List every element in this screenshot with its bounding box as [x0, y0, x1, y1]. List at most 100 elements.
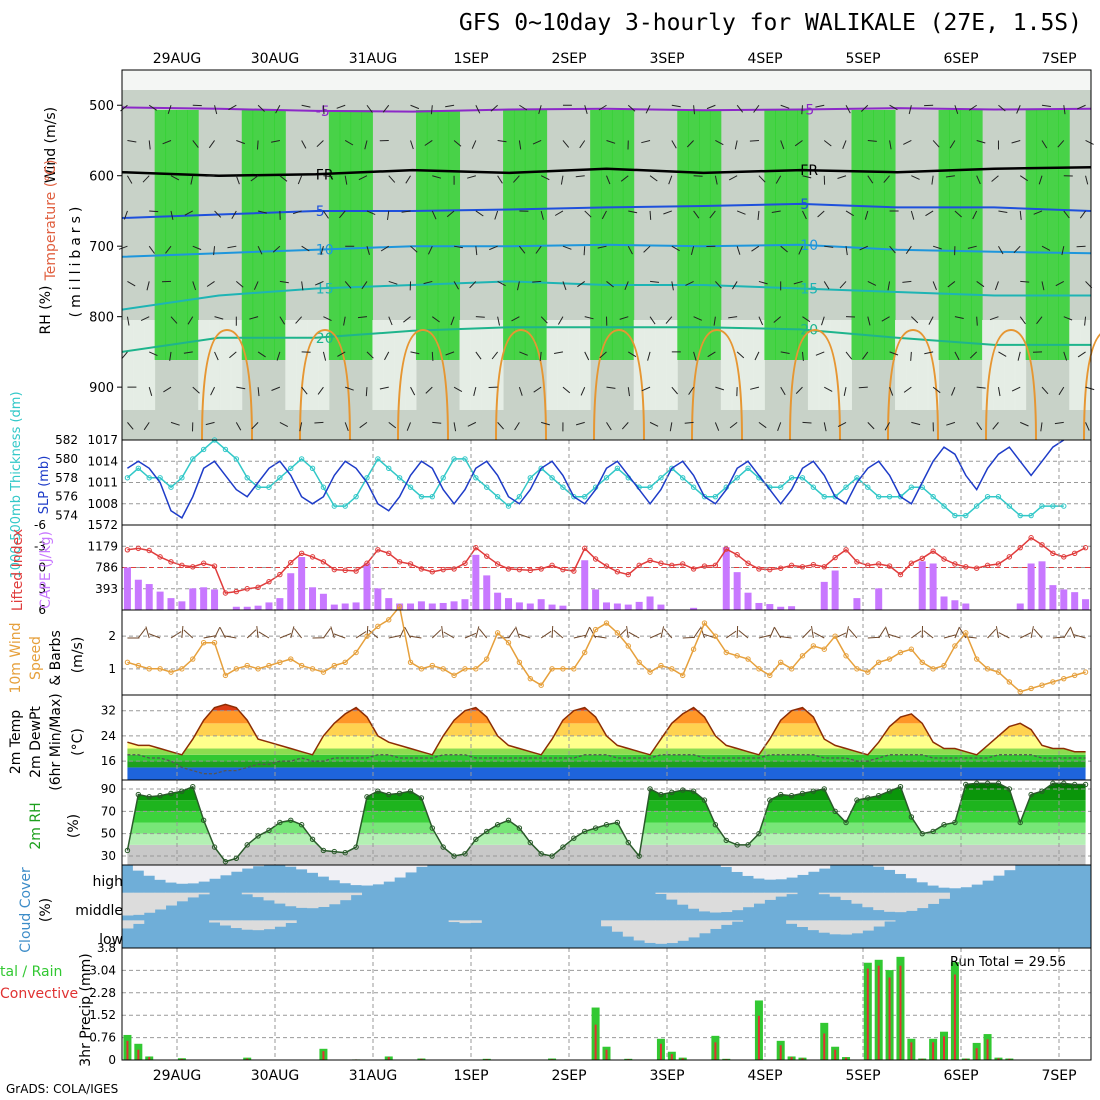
rh-dry-patch [720, 320, 733, 410]
thickness-line-pt [342, 503, 348, 509]
wind-barb [584, 316, 594, 320]
precip-conv-bar [420, 1058, 423, 1060]
wind-barb [165, 245, 172, 254]
wind-barb [118, 245, 128, 250]
wind-barb [649, 280, 660, 283]
wind10-barb [323, 628, 331, 639]
wind-barb [519, 351, 528, 356]
cape-bar [635, 601, 643, 610]
li-line-pt [440, 566, 446, 573]
cape-bar [657, 604, 665, 610]
cape-bar [505, 598, 513, 610]
rh-patch [1036, 110, 1048, 360]
rh-patch [524, 110, 537, 360]
precip-conv-bar [322, 1051, 325, 1060]
wind-barb [410, 386, 416, 396]
cloud-gap [415, 865, 428, 867]
wind-barb [344, 175, 348, 185]
precip-conv-bar [714, 1042, 717, 1060]
contour-label: 10 [316, 243, 334, 259]
wind10-barb [443, 631, 455, 639]
cloud-gap [818, 865, 831, 869]
cloud-gap [296, 865, 308, 870]
li-line-pt [266, 578, 272, 585]
thickness-line-pt [1006, 503, 1013, 509]
wind-barb [967, 245, 977, 249]
cape-bar [744, 592, 752, 610]
wind-speed-line-pt [723, 649, 729, 656]
cloud-gap [122, 892, 134, 916]
wind10-barb [878, 627, 886, 639]
slp-tick: 1014 [87, 454, 118, 468]
wind-speed-line-pt [799, 653, 806, 659]
wind-barb [214, 210, 222, 218]
rh-line-pt [309, 836, 316, 842]
wind-barb [859, 245, 869, 251]
wind-barb [424, 140, 433, 146]
wind-barb [824, 245, 834, 248]
li-line-pt [331, 566, 338, 573]
rh-patch [426, 110, 439, 360]
cape-bar [548, 604, 556, 610]
wind-barb [577, 281, 586, 288]
wind-barb [641, 139, 651, 144]
rh-dry-patch [753, 320, 765, 410]
rh-patch [513, 110, 526, 360]
wind10-barb [649, 632, 662, 639]
wind-barb [736, 210, 746, 215]
upper-axis-label: (millibars) [68, 203, 84, 318]
wind-barb [693, 105, 695, 115]
wind-barb [621, 422, 629, 430]
wind-barb [620, 175, 629, 182]
cloud-gap [644, 920, 656, 943]
wind-barb [257, 387, 260, 397]
wind-barb [497, 316, 500, 326]
wind-barb [902, 280, 912, 283]
li-line-pt [636, 562, 642, 569]
rh-dry-patch [285, 320, 297, 410]
wind10-barb [769, 626, 775, 639]
rh-line-pt [930, 828, 936, 835]
wind-barb [170, 210, 174, 220]
rh-patch [350, 110, 363, 360]
li-line-pt [614, 569, 621, 575]
cloud-gap [742, 865, 754, 876]
rh-patch [590, 110, 602, 360]
wind-barb [337, 351, 346, 357]
wind-barb [910, 351, 912, 361]
rh-dry-patch [394, 320, 406, 410]
li-line-pt [582, 545, 588, 552]
ytick-label: 900 [89, 381, 114, 396]
rh-patch [709, 110, 722, 360]
thick-tick: 580 [55, 452, 78, 466]
wind10-barb [584, 626, 591, 639]
wind-barb [668, 175, 673, 185]
li-line-pt [157, 554, 163, 560]
wind-barb [815, 104, 825, 108]
li-line-pt [320, 559, 327, 565]
wind-barb [665, 316, 673, 324]
wind-barb [365, 387, 368, 397]
temp-lobe [887, 328, 939, 441]
rh-line-pt [799, 790, 806, 797]
cloud-gap [285, 865, 297, 867]
precip-conv-bar [877, 965, 880, 1060]
temp-contour [121, 326, 1091, 353]
wind-barb [475, 210, 484, 217]
wind-barb [562, 386, 571, 394]
wind-speed-line-pt [973, 656, 980, 662]
wind-barb [344, 422, 349, 431]
temp-band [127, 754, 1086, 762]
wind-barb [998, 210, 1008, 213]
wind-barb [845, 210, 854, 217]
cloud-gap [219, 920, 232, 926]
wind-barb [1041, 104, 1051, 107]
cloud-gap [731, 920, 744, 922]
wind10-barb [628, 631, 640, 639]
wind-barb [671, 386, 678, 395]
cloud-gap [840, 920, 852, 935]
wind-barb [925, 210, 934, 217]
wind-barb [584, 351, 590, 361]
wind-barb [911, 175, 920, 180]
cloud-gap [285, 892, 297, 907]
